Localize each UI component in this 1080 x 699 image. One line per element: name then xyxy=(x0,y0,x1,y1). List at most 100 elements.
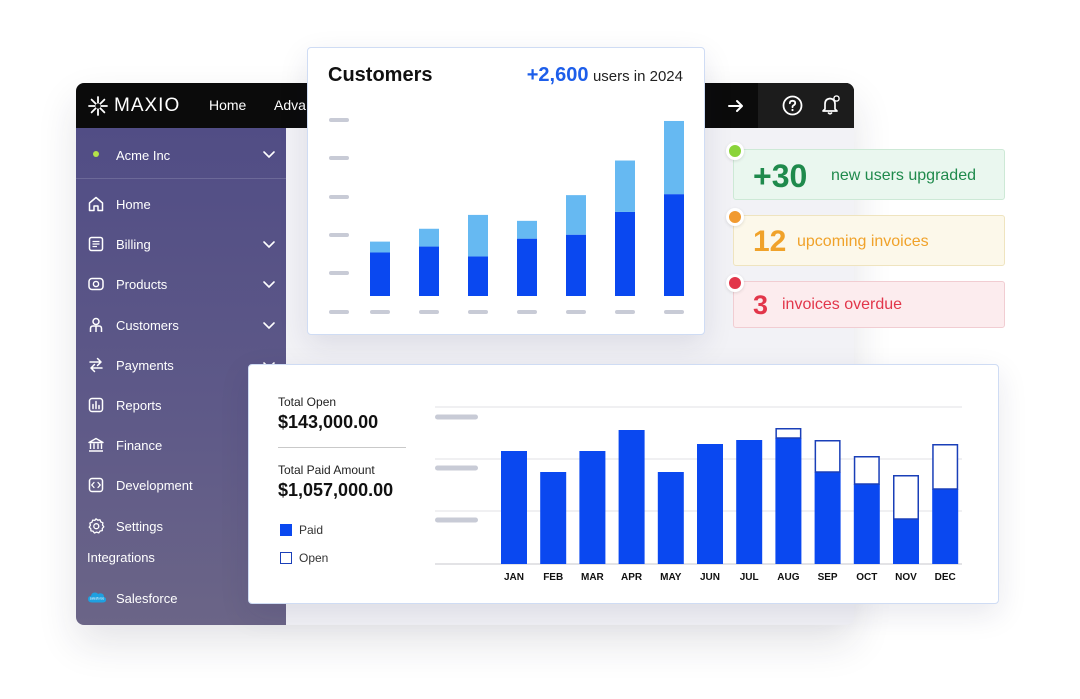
month-tick-label: NOV xyxy=(895,572,917,583)
sidebar-item-settings[interactable]: Settings xyxy=(76,512,286,542)
overdue-invoices-count: 3 xyxy=(753,290,769,320)
org-switcher[interactable]: Acme Inc xyxy=(76,128,286,179)
maxio-asterisk-icon xyxy=(88,96,108,116)
maxio-logo[interactable]: MAXIO xyxy=(88,95,180,117)
green-status-dot xyxy=(726,142,744,160)
open-bar xyxy=(893,475,919,520)
sidebar-item-reports[interactable]: Reports xyxy=(76,391,286,421)
customers-bar-segment xyxy=(370,252,390,296)
finance-icon xyxy=(88,437,104,452)
sidebar-item-billing[interactable]: Billing xyxy=(76,230,286,260)
customers-stat: +2,600 users in 2024 xyxy=(527,64,683,87)
upgraded-users-count: +30 xyxy=(753,158,808,194)
nav-advanced-link[interactable]: Adva xyxy=(274,97,306,113)
customers-bar-segment xyxy=(615,211,635,296)
customers-bar-segment xyxy=(566,195,586,235)
customers-stat-suffix: users in 2024 xyxy=(592,68,683,85)
legend-label-paid: Paid xyxy=(299,523,324,537)
total-open-value: $143,000.00 xyxy=(278,412,379,432)
paid-bar xyxy=(736,440,763,564)
customers-bar-chart xyxy=(329,118,684,314)
customers-bar-segment xyxy=(615,160,635,212)
upcoming-invoices-label: upcoming invoices xyxy=(797,233,929,250)
open-bar xyxy=(814,440,841,473)
chevron-down-icon xyxy=(263,151,275,159)
customers-bar-segment xyxy=(664,120,684,195)
sidebar-item-label: Reports xyxy=(116,398,162,413)
x-tick-placeholder xyxy=(664,310,684,314)
customers-bar-segment xyxy=(517,238,537,296)
x-tick-placeholder xyxy=(419,310,439,314)
upgraded-users-label: new users upgraded xyxy=(831,167,976,184)
sidebar-item-finance[interactable]: Finance xyxy=(76,431,286,461)
payments-icon xyxy=(89,357,103,373)
y-tick-placeholder xyxy=(435,465,478,471)
upcoming-invoices-count: 12 xyxy=(753,225,787,258)
month-tick-label: AUG xyxy=(777,572,799,583)
customers-bar-segment xyxy=(517,220,537,239)
total-paid-value: $1,057,000.00 xyxy=(278,480,394,500)
x-tick-placeholder xyxy=(566,310,586,314)
legend-item-paid: Paid xyxy=(280,523,323,537)
bell-icon[interactable] xyxy=(820,94,842,116)
integrations-heading: Integrations xyxy=(87,550,155,565)
sidebar-item-development[interactable]: Development xyxy=(76,471,286,501)
development-icon xyxy=(88,477,104,493)
sidebar-item-label: Settings xyxy=(116,519,163,534)
month-tick-label: FEB xyxy=(543,572,563,583)
summary-divider xyxy=(278,447,406,448)
customers-card: Customers +2,600 users in 2024 xyxy=(307,47,705,335)
y-tick-placeholder xyxy=(435,414,478,420)
orange-status-dot xyxy=(726,208,744,226)
sidebar-item-label: Finance xyxy=(116,438,163,453)
sidebar-item-label: Development xyxy=(116,478,193,493)
billing-icon xyxy=(88,236,104,252)
y-tick-placeholder xyxy=(435,517,478,523)
sidebar-item-label: Customers xyxy=(116,318,179,333)
sidebar-item-label: Billing xyxy=(116,237,151,252)
paid-bar xyxy=(893,519,919,564)
month-tick-label: MAY xyxy=(660,572,682,583)
x-tick-placeholder xyxy=(517,310,537,314)
paid-bar xyxy=(853,484,880,564)
x-tick-placeholder xyxy=(370,310,390,314)
y-tick-placeholder xyxy=(329,156,349,160)
customers-bar-segment xyxy=(664,194,684,296)
month-tick-label: APR xyxy=(621,572,643,583)
customers-icon xyxy=(89,317,103,332)
red-status-dot xyxy=(726,274,744,292)
open-bar xyxy=(932,444,959,490)
x-tick-placeholder xyxy=(615,310,635,314)
paid-bar xyxy=(618,430,645,564)
overdue-invoices-notice: 3 invoices overdue xyxy=(726,274,1005,328)
legend-label-open: Open xyxy=(299,551,329,565)
upgraded-users-notice: +30 new users upgraded xyxy=(726,142,1005,200)
sidebar-item-label: Products xyxy=(116,277,168,292)
customers-bar-segment xyxy=(566,234,586,296)
chevron-down-icon xyxy=(263,281,275,289)
legend-item-open: Open xyxy=(280,551,328,565)
brand-name: MAXIO xyxy=(114,95,181,116)
customers-title: Customers xyxy=(328,64,433,86)
upcoming-invoices-notice: 12 upcoming invoices xyxy=(726,208,1005,266)
sidebar-item-salesforce[interactable]: salesforce Salesforce xyxy=(76,584,286,614)
sidebar-item-label: Payments xyxy=(116,358,174,373)
customers-bar-segment xyxy=(370,241,390,253)
arrow-right-icon[interactable] xyxy=(726,96,746,116)
y-tick-placeholder xyxy=(329,195,349,199)
overdue-invoices-label: invoices overdue xyxy=(782,296,903,313)
gear-icon xyxy=(88,518,105,534)
help-circle-icon[interactable] xyxy=(782,95,803,116)
y-tick-placeholder xyxy=(329,118,349,122)
paid-bar xyxy=(657,472,684,564)
paid-bar xyxy=(932,489,959,564)
paid-bar xyxy=(501,451,527,564)
nav-home-link[interactable]: Home xyxy=(209,97,247,113)
customers-bar-segment xyxy=(419,246,439,296)
open-swatch xyxy=(280,552,292,564)
sidebar-item-home[interactable]: Home xyxy=(76,190,286,220)
sidebar-item-products[interactable]: Products xyxy=(76,270,286,300)
sidebar-item-customers[interactable]: Customers xyxy=(76,311,286,341)
y-tick-placeholder xyxy=(329,271,349,275)
org-status-dot xyxy=(93,151,99,157)
